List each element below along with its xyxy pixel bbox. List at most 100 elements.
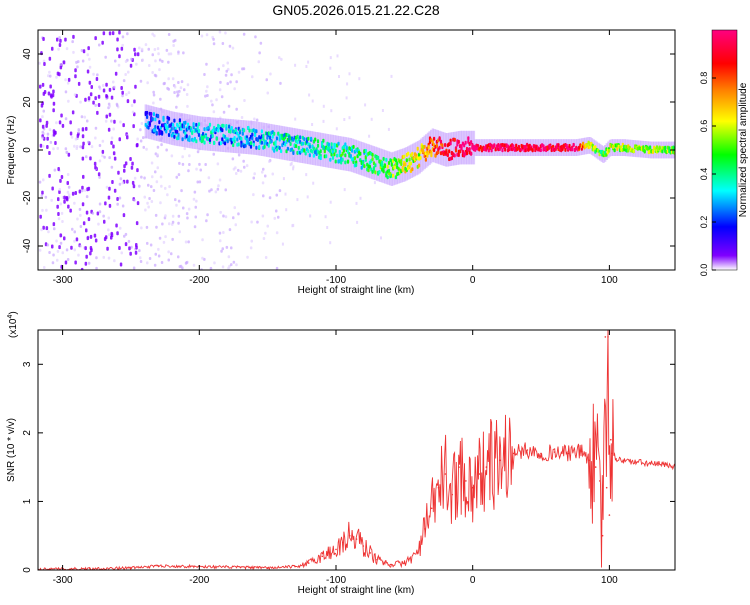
spectrogram-noise-cell [94, 126, 98, 130]
snr-data-point [471, 486, 474, 489]
spectrogram-noise-cell [57, 217, 61, 221]
spectrogram-ridge-cell [289, 142, 292, 146]
spectrogram-noise-cell [41, 124, 45, 129]
spectrogram-halo-cell [241, 120, 244, 154]
spectrogram-ridge-cell [329, 157, 332, 162]
spectrogram-noise-cell [154, 170, 157, 174]
spectrogram-ridge-cell [374, 170, 377, 175]
spectrogram-x-tick-label: 100 [601, 275, 618, 286]
spectrogram-ridge-cell [331, 155, 335, 160]
spectrogram-noise-cell [81, 189, 84, 193]
spectrogram-noise-cell [177, 173, 181, 177]
spectrogram-noise-cell [336, 54, 339, 58]
spectrogram-noise-cell [278, 189, 282, 193]
spectrogram-noise-cell [153, 263, 157, 267]
spectrogram-x-label: Height of straight line (km) [298, 285, 415, 296]
spectrogram-noise-cell [121, 94, 124, 98]
spectrogram-ridge-cell [221, 128, 224, 133]
spectrogram-noise-cell [154, 59, 157, 63]
spectrogram-ridge-cell [387, 161, 391, 165]
snr-x-label: Height of straight line (km) [298, 585, 415, 596]
spectrogram-ridge-cell [352, 144, 355, 149]
spectrogram-ridge-cell [237, 142, 240, 147]
spectrogram-noise-cell [345, 96, 348, 100]
snr-x-tick-label: -300 [53, 575, 73, 586]
spectrogram-noise-cell [131, 110, 135, 114]
spectrogram-noise-cell [182, 206, 185, 210]
snr-data-point [485, 466, 488, 468]
spectrogram-noise-cell [60, 211, 64, 215]
spectrogram-noise-cell [158, 68, 161, 72]
spectrogram-noise-cell [107, 228, 110, 232]
spectrogram-ridge-cell [400, 162, 403, 166]
spectrogram-noise-cell [93, 161, 97, 166]
spectrogram-noise-cell [84, 97, 87, 102]
spectrogram-noise-cell [168, 185, 171, 189]
spectrogram-noise-cell [130, 104, 134, 107]
spectrogram-ridge-cell [408, 165, 411, 170]
spectrogram-ridge-cell [158, 120, 161, 125]
spectrogram-halo-cell [154, 107, 157, 141]
colorbar-tick-label: 0.4 [699, 168, 709, 181]
spectrogram-ridge-cell [438, 145, 441, 150]
spectrogram-noise-cell [142, 145, 145, 149]
spectrogram-halo-cell [453, 131, 456, 166]
spectrogram-noise-cell [47, 91, 51, 96]
spectrogram-noise-cell [69, 120, 72, 125]
spectrogram-ridge-cell [327, 145, 330, 150]
spectrogram-noise-cell [132, 184, 136, 189]
spectrogram-noise-cell [105, 185, 109, 189]
spectrogram-noise-cell [81, 145, 85, 150]
spectrogram-noise-cell [75, 60, 78, 64]
spectrogram-ridge-cell [156, 125, 160, 130]
spectrogram-noise-cell [81, 202, 85, 207]
spectrogram-noise-cell [59, 178, 62, 183]
spectrogram-ridge-cell [439, 139, 443, 144]
spectrogram-noise-cell [84, 261, 88, 266]
spectrogram-noise-cell [167, 52, 171, 56]
spectrogram-noise-cell [235, 172, 238, 175]
spectrogram-noise-cell [343, 118, 346, 121]
chart-title: GN05.2026.015.21.22.C28 [272, 2, 440, 18]
spectrogram-noise-cell [83, 115, 86, 119]
spectrogram-ridge-cell [248, 128, 251, 133]
spectrogram-noise-cell [149, 243, 153, 247]
spectrogram-noise-cell [58, 120, 62, 125]
spectrogram-noise-cell [82, 141, 85, 146]
spectrogram-noise-cell [237, 70, 241, 74]
svg-text:(x104): (x104) [7, 311, 19, 338]
spectrogram-ridge-cell [382, 156, 385, 161]
spectrogram-noise-cell [142, 136, 145, 140]
spectrogram-noise-cell [85, 126, 88, 131]
spectrogram-ridge-cell [213, 140, 216, 145]
spectrogram-noise-cell [147, 47, 150, 51]
spectrogram-ridge-cell [353, 156, 356, 161]
spectrogram-noise-cell [52, 147, 55, 151]
spectrogram-ridge-cell [226, 139, 229, 144]
spectrogram-halo-cell [144, 104, 147, 138]
spectrogram-noise-cell [132, 266, 136, 270]
spectrogram-noise-cell [67, 152, 71, 157]
spectrogram-ridge-cell [151, 117, 154, 122]
spectrogram-noise-cell [97, 222, 100, 226]
spectrogram-noise-cell [296, 198, 299, 202]
spectrogram-noise-cell [41, 130, 44, 134]
spectrogram-noise-cell [311, 123, 314, 126]
spectrogram-noise-cell [94, 36, 97, 41]
spectrogram-y-tick-label: -40 [22, 238, 33, 253]
colorbar-tick-label: 0.2 [699, 216, 709, 229]
spectrogram-ridge-cell [661, 149, 664, 154]
spectrogram-noise-cell [63, 199, 66, 204]
spectrogram-ridge-cell [195, 139, 198, 144]
spectrogram-noise-cell [70, 135, 74, 139]
spectrogram-noise-cell [242, 32, 246, 36]
spectrogram-ridge-cell [249, 141, 253, 146]
spectrogram-noise-cell [55, 75, 58, 79]
spectrogram-ridge-cell [232, 143, 235, 148]
spectrogram-ridge-cell [322, 138, 325, 143]
spectrogram-ridge-cell [409, 161, 412, 166]
spectrogram-ridge-cell [337, 141, 340, 146]
spectrogram-halo-cell [280, 125, 284, 160]
spectrogram-noise-cell [126, 99, 130, 104]
spectrogram-noise-cell [152, 93, 156, 97]
